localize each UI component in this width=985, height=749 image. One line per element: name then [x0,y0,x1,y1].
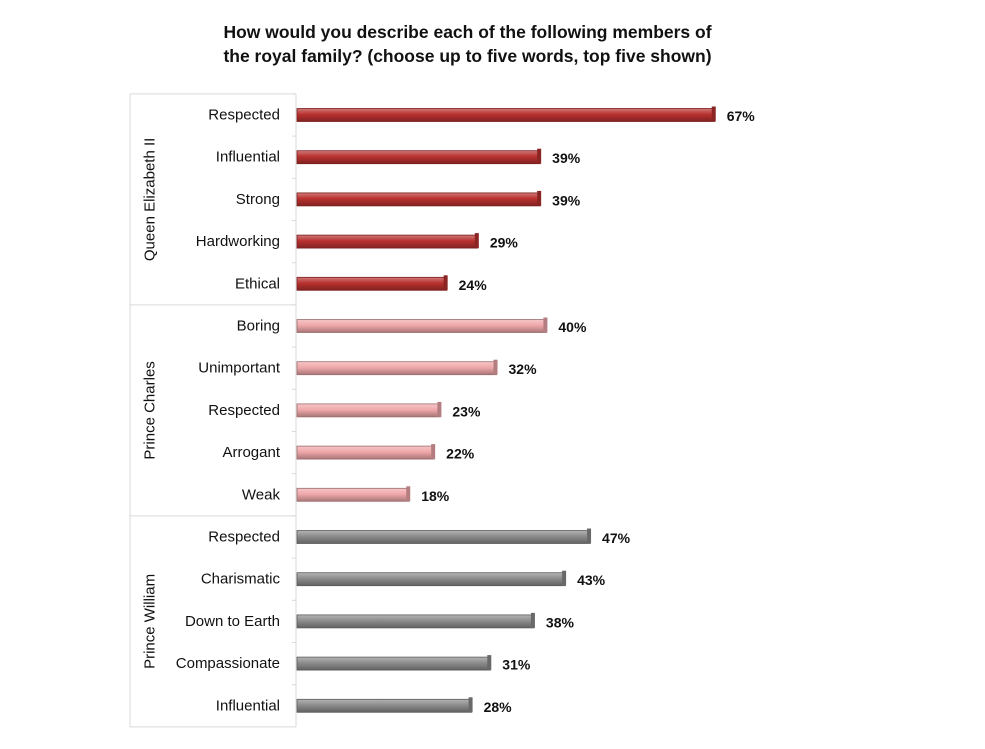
axis-layer: Queen Elizabeth II Respected Influential St… [129,93,297,728]
value-label: 67% [727,108,756,124]
value-label: 18% [421,488,450,504]
bar-body [296,656,491,671]
bar-cap [537,190,542,206]
bar [296,401,442,418]
bar-cap [468,697,473,713]
category-label: Influential [216,697,280,714]
category-label: Charismatic [201,571,281,588]
bar [296,317,548,333]
bar-cap [443,275,448,291]
value-label: 31% [502,657,531,673]
chart-title-line-1: How would you describe each of the follo… [223,22,712,42]
bar-cap [587,528,592,544]
value-label: 24% [459,277,488,293]
category-label: Respected [208,529,280,546]
bar-body [296,445,435,460]
value-label: 23% [452,403,481,419]
bar-body [296,572,566,587]
bar-cap [711,106,716,122]
bar [296,190,542,207]
group-label: Queen Elizabeth II [142,138,159,261]
bar-cap [543,317,548,333]
value-label: 43% [577,572,606,588]
category-label: Strong [236,191,280,208]
bar [296,528,592,544]
value-label: 28% [484,699,513,715]
bar-cap [493,359,498,375]
category-label: Respected [208,107,280,124]
bar-body [296,192,541,207]
bar-cap [431,444,436,460]
category-label: Arrogant [222,444,280,461]
category-label: Ethical [235,275,280,292]
bar-cap [406,486,411,502]
bar-body [296,614,535,629]
value-label: 22% [446,446,475,462]
group-label: Prince William [142,574,159,669]
bar [296,570,567,587]
category-label: Weak [242,486,281,503]
value-label: 39% [552,150,581,166]
category-label: Influential [216,149,280,166]
value-label: 38% [546,614,575,630]
bar-body [296,487,410,502]
bar [296,359,498,376]
bar [296,233,479,249]
chart-title-line-2: the royal family? (choose up to five wor… [223,46,712,66]
value-label: 39% [552,192,581,208]
value-label: 32% [509,361,538,377]
value-label: 40% [558,319,587,335]
bar-body [296,319,547,333]
bar-body [296,150,541,165]
value-label: 47% [602,530,631,546]
bar-cap [537,148,542,164]
bar [296,275,448,291]
bar-body [296,108,716,122]
bar-body [296,698,472,713]
category-label: Respected [208,402,280,419]
bar-cap [437,401,442,417]
value-label: 29% [490,235,519,251]
bar-body [296,234,479,249]
bar-cap [487,655,492,671]
bar [296,486,411,502]
bar [296,106,716,122]
category-label: Down to Earth [185,613,280,630]
category-label: Hardworking [196,233,280,250]
category-label: Boring [237,318,280,335]
bars-layer: 67% 39% 39% 29% 24% 40% 32% 23% 22% 18% 47% 43% 38% 3… [296,106,756,715]
bar-body [296,361,497,376]
category-label: Compassionate [176,655,280,672]
bar [296,148,542,165]
chart-title: How would you describe each of the follo… [0,20,935,68]
bar-cap [474,233,479,249]
bar-body [296,403,441,418]
bar [296,444,436,460]
bar [296,655,492,671]
bar-cap [562,570,567,586]
category-label: Unimportant [198,360,281,377]
bar-body [296,530,591,544]
bar [296,697,473,713]
bar [296,612,535,629]
group-label: Prince Charles [142,361,159,459]
bar-cap [530,612,535,628]
bar-body [296,276,448,291]
